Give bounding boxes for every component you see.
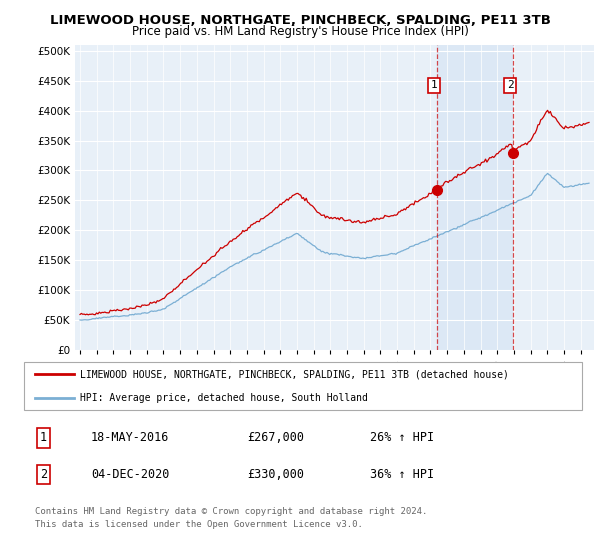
Text: 2: 2 (40, 468, 47, 481)
Bar (437, 45, 512, 350)
Text: Contains HM Land Registry data © Crown copyright and database right 2024.
This d: Contains HM Land Registry data © Crown c… (35, 507, 428, 529)
Text: 1: 1 (431, 81, 437, 91)
Text: LIMEWOOD HOUSE, NORTHGATE, PINCHBECK, SPALDING, PE11 3TB (detached house): LIMEWOOD HOUSE, NORTHGATE, PINCHBECK, SP… (80, 369, 509, 379)
FancyBboxPatch shape (24, 362, 582, 410)
Text: LIMEWOOD HOUSE, NORTHGATE, PINCHBECK, SPALDING, PE11 3TB: LIMEWOOD HOUSE, NORTHGATE, PINCHBECK, SP… (50, 14, 550, 27)
Text: £267,000: £267,000 (247, 431, 304, 445)
Text: Price paid vs. HM Land Registry's House Price Index (HPI): Price paid vs. HM Land Registry's House … (131, 25, 469, 38)
Text: 1: 1 (40, 431, 47, 445)
Text: 18-MAY-2016: 18-MAY-2016 (91, 431, 169, 445)
Text: £330,000: £330,000 (247, 468, 304, 481)
Text: 2: 2 (506, 81, 514, 91)
Text: HPI: Average price, detached house, South Holland: HPI: Average price, detached house, Sout… (80, 393, 368, 403)
Text: 04-DEC-2020: 04-DEC-2020 (91, 468, 169, 481)
Text: 26% ↑ HPI: 26% ↑ HPI (370, 431, 434, 445)
Text: 36% ↑ HPI: 36% ↑ HPI (370, 468, 434, 481)
